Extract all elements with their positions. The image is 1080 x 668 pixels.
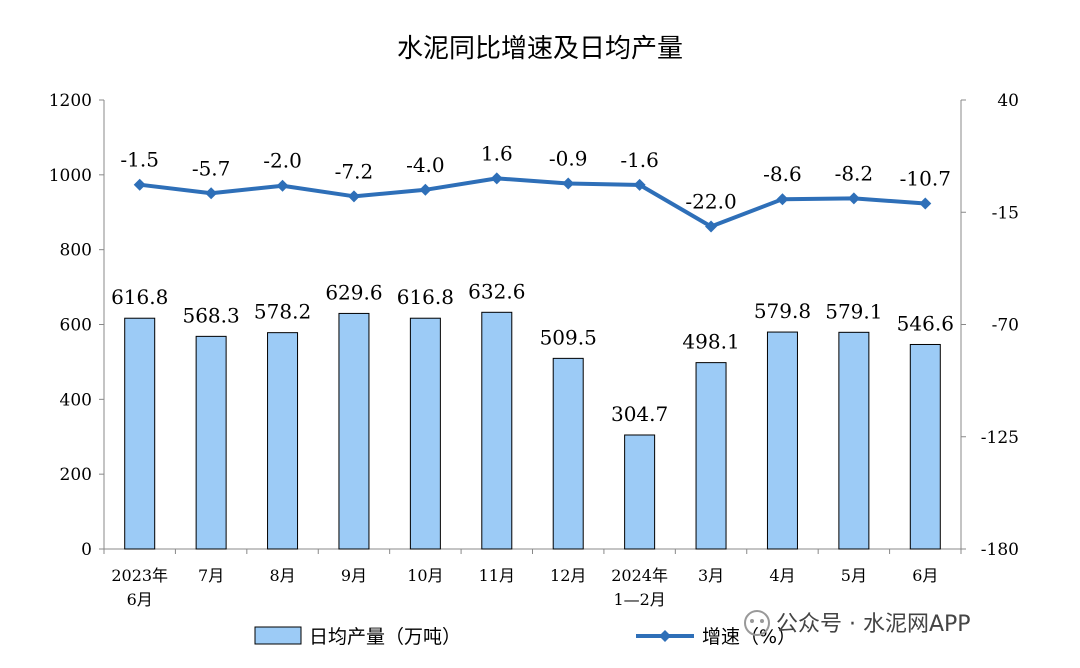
right-tick-label: -15 — [992, 203, 1019, 223]
bar-value-label: 304.7 — [611, 402, 668, 426]
bar — [552, 357, 584, 550]
line-point — [919, 197, 932, 210]
bar — [267, 332, 299, 550]
line-point — [347, 190, 360, 203]
bar-value-label: 579.8 — [754, 299, 811, 323]
bar — [409, 317, 441, 550]
x-tick-label: 9月 — [341, 566, 367, 585]
right-tick-label: 40 — [997, 91, 1019, 111]
bar — [195, 335, 227, 550]
line-value-label: -1.6 — [620, 148, 659, 172]
wechat-icon — [750, 619, 754, 623]
x-tick-label: 5月 — [841, 566, 867, 585]
x-tick-label: 3月 — [698, 566, 724, 585]
left-tick-label: 1000 — [49, 166, 92, 186]
wechat-icon — [744, 610, 770, 636]
bar-value-label: 546.6 — [897, 311, 954, 335]
line-point — [847, 192, 860, 205]
bar — [338, 312, 370, 550]
line-point — [633, 178, 646, 191]
x-tick-label: 8月 — [269, 566, 295, 585]
bar-value-label: 632.6 — [468, 279, 525, 303]
line-point — [133, 178, 146, 191]
growth-line — [139, 176, 926, 229]
bar — [624, 434, 656, 550]
x-tick-label: 10月 — [407, 566, 443, 585]
legend-line-marker — [659, 630, 671, 642]
x-tick-label: 4月 — [769, 566, 795, 585]
line-value-label: -7.2 — [335, 159, 374, 183]
line-value-label: -8.6 — [763, 162, 802, 186]
line-point — [276, 179, 289, 192]
bar — [838, 331, 870, 550]
line-value-label: -8.2 — [835, 161, 874, 185]
bar — [481, 311, 513, 550]
right-tick-label: -125 — [981, 428, 1019, 448]
watermark-text: 公众号 · 水泥网APP — [776, 612, 971, 637]
line-value-label: -22.0 — [685, 190, 736, 214]
left-tick-label: 400 — [60, 390, 92, 410]
right-tick-label: -180 — [981, 540, 1019, 560]
bar-value-label: 578.2 — [254, 300, 311, 324]
bar — [124, 317, 156, 550]
legend-line-label: 增速（%） — [702, 626, 796, 648]
line-value-label: 1.6 — [481, 141, 513, 165]
bar-value-label: 629.6 — [325, 280, 382, 304]
left-tick-label: 0 — [81, 540, 92, 560]
bar — [766, 331, 798, 550]
bar-value-label: 579.1 — [825, 299, 882, 323]
x-tick-label: 11月 — [479, 566, 515, 585]
line-point — [490, 172, 503, 185]
legend-bar-swatch — [254, 626, 302, 645]
bar-value-label: 616.8 — [397, 285, 454, 309]
x-tick-label: 7月 — [198, 566, 224, 585]
bar-value-label: 616.8 — [111, 285, 168, 309]
right-tick-label: -70 — [992, 316, 1019, 336]
x-tick-label: 12月 — [550, 566, 586, 585]
x-tick-label: 2023年 — [111, 566, 168, 585]
x-tick-label: 2024年 — [611, 566, 668, 585]
line-value-label: -0.9 — [549, 146, 588, 170]
line-value-label: -10.7 — [900, 166, 951, 190]
bar — [695, 362, 727, 550]
chart-title: 水泥同比增速及日均产量 — [396, 34, 683, 64]
line-point — [205, 187, 218, 200]
left-tick-label: 800 — [60, 241, 92, 261]
x-tick-label: 6月 — [912, 566, 938, 585]
left-tick-label: 1200 — [49, 91, 92, 111]
x-tick-label: 1—2月 — [613, 590, 665, 609]
left-tick-label: 200 — [60, 465, 92, 485]
left-tick-label: 600 — [60, 316, 92, 336]
line-value-label: -4.0 — [406, 153, 445, 177]
bar-value-label: 509.5 — [540, 325, 597, 349]
line-point — [705, 220, 718, 233]
wechat-icon — [760, 619, 764, 623]
line-point — [419, 183, 432, 196]
bar — [909, 343, 941, 550]
bar-value-label: 568.3 — [182, 303, 239, 327]
line-value-label: -1.5 — [120, 148, 159, 172]
line-point — [562, 177, 575, 190]
line-value-label: -2.0 — [263, 149, 302, 173]
bar-value-label: 498.1 — [682, 330, 739, 354]
line-point — [776, 193, 789, 206]
line-value-label: -5.7 — [192, 156, 231, 180]
x-tick-label: 6月 — [127, 590, 153, 609]
legend-bar-label: 日均产量（万吨） — [309, 626, 461, 648]
